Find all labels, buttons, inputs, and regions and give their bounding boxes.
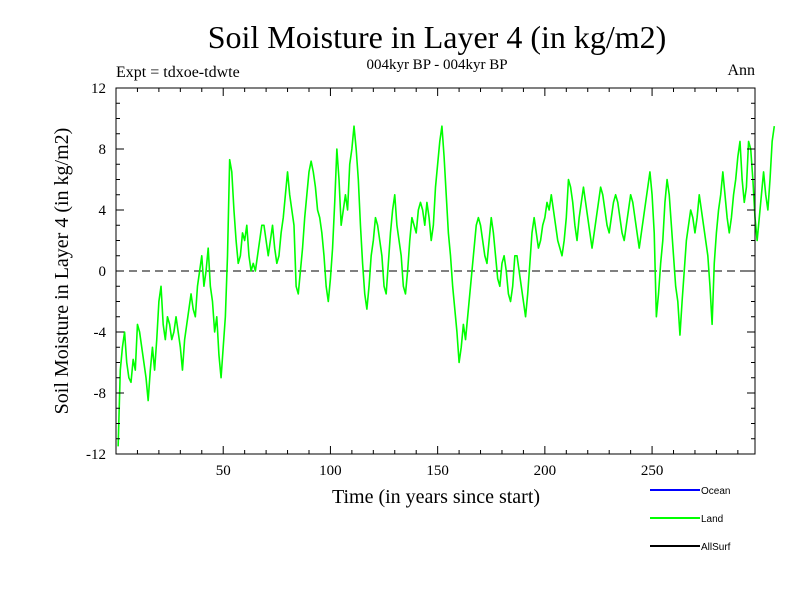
chart-title: Soil Moisture in Layer 4 (in kg/m2): [208, 19, 667, 55]
series-layer: [117, 125, 776, 447]
legend-label-allsurf: AllSurf: [701, 542, 731, 553]
y-tick-label: 0: [99, 264, 107, 280]
legend: Ocean Land AllSurf: [650, 486, 731, 553]
x-axis-label: Time (in years since start): [332, 486, 540, 508]
series-line-land: [117, 125, 776, 447]
y-tick-label: -4: [94, 325, 107, 341]
chart-subtitle: 004kyr BP - 004kyr BP: [366, 57, 507, 73]
x-tick-label: 50: [216, 463, 231, 479]
y-tick-label: 12: [91, 81, 106, 97]
experiment-label: Expt = tdxoe-tdwte: [116, 64, 240, 81]
x-tick-label: 250: [641, 463, 664, 479]
x-tick-label: 200: [534, 463, 557, 479]
x-tick-label: 150: [426, 463, 449, 479]
legend-label-ocean: Ocean: [701, 486, 730, 497]
y-axis: -12 -8 -4 0 4 8 12: [86, 81, 755, 463]
y-tick-label: 4: [99, 203, 107, 219]
legend-label-land: Land: [701, 514, 723, 525]
season-label: Ann: [727, 62, 755, 79]
x-tick-label: 100: [319, 463, 342, 479]
y-tick-label: -12: [86, 447, 106, 463]
y-axis-label: Soil Moisture in Layer 4 (in kg/m2): [51, 128, 73, 415]
y-tick-label: -8: [94, 386, 107, 402]
y-tick-label: 8: [99, 142, 107, 158]
x-axis: 50 100 150 200 250: [136, 88, 739, 479]
